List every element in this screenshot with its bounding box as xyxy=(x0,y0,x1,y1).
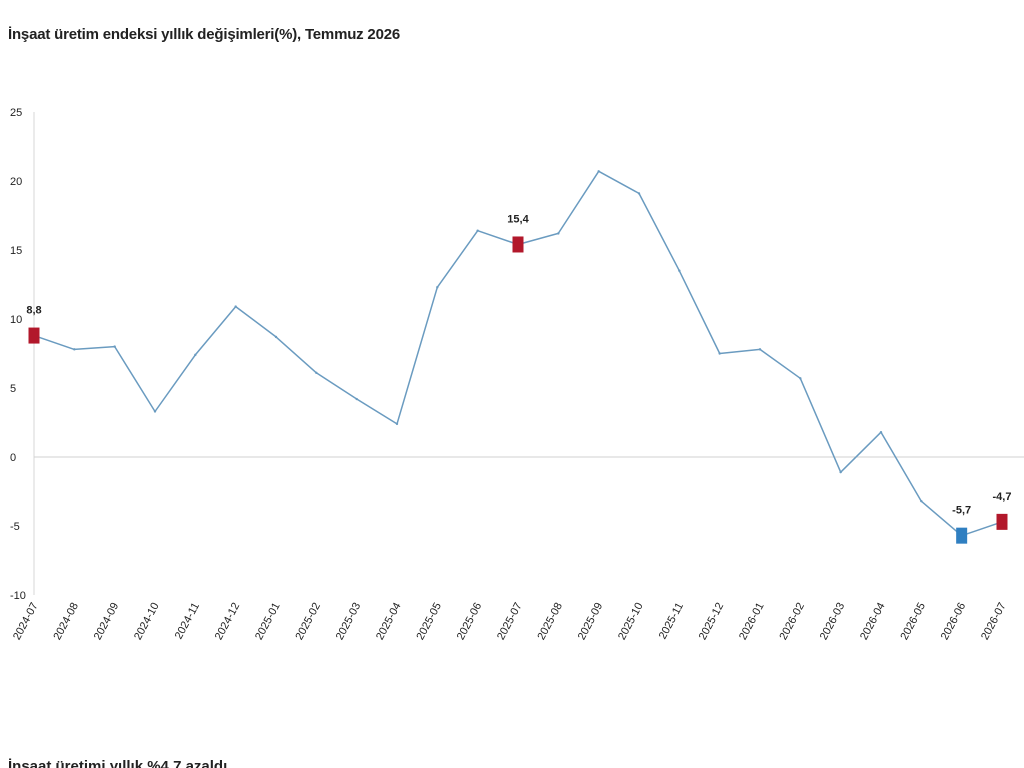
data-point xyxy=(476,229,479,232)
x-tick-label: 2025-03 xyxy=(334,601,364,642)
data-point xyxy=(597,170,600,173)
x-tick-label: 2026-05 xyxy=(898,601,928,642)
data-point xyxy=(678,269,681,272)
chart-title: İnşaat üretim endeksi yıllık değişimleri… xyxy=(8,26,401,43)
x-tick-label: 2024-10 xyxy=(132,601,162,642)
data-label: -4,7 xyxy=(993,491,1012,503)
data-point xyxy=(274,335,278,339)
data-label: -5,7 xyxy=(952,505,971,517)
data-point xyxy=(315,371,318,375)
x-tick-label: 2026-02 xyxy=(777,601,807,642)
data-point xyxy=(395,422,399,426)
data-point xyxy=(73,348,76,351)
x-tick-label: 2024-07 xyxy=(11,601,41,642)
x-tick-label: 2026-03 xyxy=(818,601,848,642)
data-label: 8,8 xyxy=(26,305,41,317)
data-point xyxy=(355,397,358,401)
y-tick-label: -5 xyxy=(10,521,20,533)
x-tick-label: 2025-05 xyxy=(414,601,444,642)
x-tick-label: 2024-09 xyxy=(92,601,122,642)
y-tick-label: -10 xyxy=(10,590,26,602)
x-tick-label: 2025-11 xyxy=(657,601,686,642)
x-tick-label: 2025-06 xyxy=(455,601,485,642)
y-tick-label: 10 xyxy=(10,314,22,326)
x-tick-label: 2026-01 xyxy=(737,601,767,642)
data-point xyxy=(194,353,197,357)
y-tick-label: 5 xyxy=(10,383,16,395)
data-point xyxy=(637,192,641,195)
data-point xyxy=(113,345,116,348)
highlight-marker xyxy=(28,327,40,344)
x-tick-label: 2025-08 xyxy=(535,601,565,642)
x-tick-label: 2024-11 xyxy=(173,601,202,642)
x-tick-label: 2024-08 xyxy=(51,601,81,642)
highlight-marker xyxy=(512,236,524,253)
y-tick-label: 15 xyxy=(10,245,22,257)
x-tick-label: 2025-09 xyxy=(576,601,606,642)
data-label: 15,4 xyxy=(507,213,529,225)
y-tick-label: 0 xyxy=(10,452,16,464)
data-point xyxy=(879,430,883,434)
data-point xyxy=(234,305,237,308)
data-point xyxy=(153,410,157,413)
x-tick-label: 2025-04 xyxy=(374,601,404,642)
series-line xyxy=(33,170,1003,537)
x-tick-label: 2025-02 xyxy=(293,601,323,642)
x-tick-label: 2024-12 xyxy=(213,601,243,642)
data-point xyxy=(799,377,802,380)
footer-text: İnşaat üretimi yıllık %4,7 azaldı xyxy=(8,758,228,768)
y-tick-label: 25 xyxy=(10,107,22,119)
x-tick-label: 2026-04 xyxy=(858,601,888,642)
data-point xyxy=(839,470,842,474)
x-tick-label: 2025-01 xyxy=(253,601,283,642)
data-point xyxy=(436,286,439,289)
highlight-marker xyxy=(956,527,968,544)
data-point xyxy=(718,352,721,355)
highlight-marker xyxy=(996,513,1008,530)
x-tick-label: 2025-10 xyxy=(616,601,646,642)
x-tick-label: 2025-07 xyxy=(495,601,525,642)
x-tick-label: 2025-12 xyxy=(697,601,727,642)
data-point xyxy=(920,499,923,503)
x-tick-label: 2026-06 xyxy=(939,601,969,642)
y-tick-label: 20 xyxy=(10,176,22,188)
data-point xyxy=(758,348,762,351)
x-tick-label: 2026-07 xyxy=(979,601,1009,642)
data-point xyxy=(557,232,560,235)
